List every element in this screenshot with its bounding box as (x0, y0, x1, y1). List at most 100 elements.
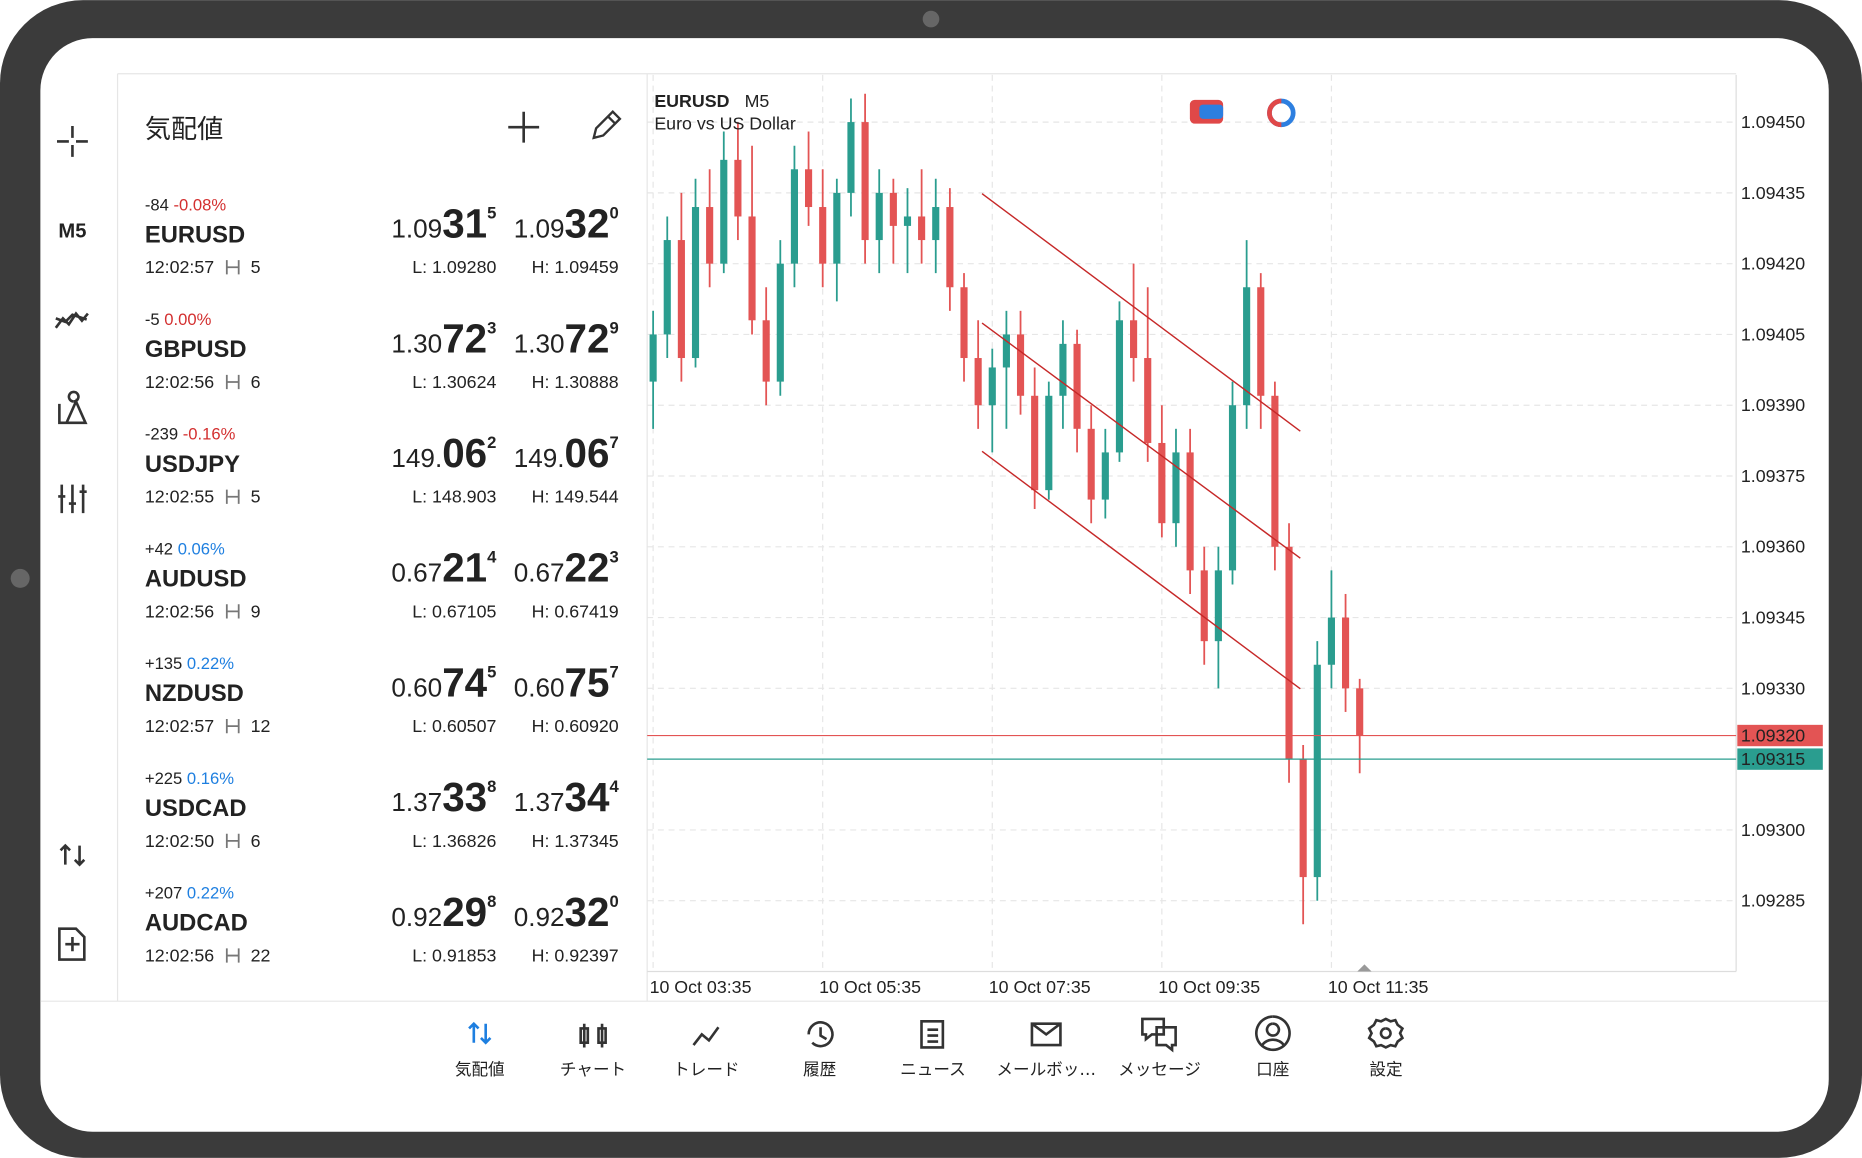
bid-point: 3 (487, 318, 496, 337)
candle-body (776, 263, 784, 382)
candle-body (1285, 546, 1293, 760)
indicator-icon[interactable] (54, 311, 89, 329)
candle-body (1228, 405, 1237, 571)
symbol: AUDUSD (145, 565, 247, 592)
objects-icon[interactable] (58, 390, 88, 425)
symbol: AUDCAD (145, 910, 248, 937)
one-click-icon[interactable] (1199, 104, 1224, 119)
new-order-icon[interactable] (58, 927, 86, 961)
ask-prefix: 0.60 (514, 672, 565, 702)
candle-body (1002, 334, 1010, 368)
sidebar (54, 125, 89, 961)
ask-point: 9 (609, 318, 618, 337)
nav-item[interactable]: トレード (673, 1026, 740, 1079)
nav-item[interactable]: チャート (560, 1023, 626, 1079)
percent: 0.00% (164, 310, 211, 329)
candle-body (1073, 343, 1081, 429)
add-button[interactable] (508, 111, 540, 143)
candle-body (734, 159, 742, 217)
nav-icon (920, 1020, 945, 1049)
bid-prefix: 1.09 (391, 214, 442, 244)
points: +135 (145, 654, 182, 673)
camera (922, 10, 940, 28)
edit-button[interactable] (592, 110, 622, 140)
price-tag (1737, 724, 1823, 747)
nav-item[interactable]: メールボッ… (996, 1022, 1096, 1079)
time: 12:02:56 (145, 945, 214, 965)
nav-icon (692, 1026, 720, 1046)
points: +225 (145, 769, 182, 788)
spread-icon (225, 489, 240, 504)
bid-pips: 29 (442, 889, 487, 935)
spread: 5 (251, 257, 261, 277)
ask-point: 0 (609, 204, 618, 223)
nav-item[interactable]: 設定 (1367, 1017, 1405, 1079)
high: H: 1.09459 (532, 257, 619, 277)
ask-prefix: 1.30 (514, 328, 565, 358)
ask-price: 149.067 (514, 430, 619, 476)
settings-icon[interactable] (58, 484, 87, 514)
bid-price: 0.60745 (391, 659, 496, 705)
time: 12:02:56 (145, 372, 214, 392)
spread-icon (225, 374, 240, 390)
chart-symbol[interactable]: EURUSD (654, 91, 729, 111)
nav-item[interactable]: 口座 (1255, 1015, 1291, 1079)
change: +42 0.06% (145, 539, 225, 558)
points: +42 (145, 539, 173, 558)
candle-body (1158, 442, 1166, 524)
candle-body (974, 358, 982, 406)
nav-label: トレード (673, 1060, 739, 1079)
nav-item[interactable]: ニュース (900, 1020, 966, 1079)
candle-body (1271, 395, 1279, 547)
high: H: 0.60920 (532, 716, 619, 736)
nav-label: ニュース (900, 1060, 966, 1079)
nav-icon (1030, 1022, 1062, 1047)
time: 12:02:57 (145, 716, 214, 736)
candle-body (875, 192, 883, 241)
candle-body (946, 207, 954, 288)
high: H: 1.30888 (532, 372, 619, 392)
points: -239 (145, 425, 178, 444)
nav-item[interactable]: 気配値 (455, 1021, 505, 1079)
bid-point: 5 (487, 204, 496, 223)
candle-body (1115, 320, 1124, 453)
candle-body (819, 207, 827, 264)
crosshair-icon[interactable] (57, 125, 88, 157)
nav-label: 気配値 (455, 1060, 505, 1079)
bid-point: 5 (487, 662, 496, 681)
high: H: 0.92397 (532, 945, 619, 965)
y-tick-label: 1.09360 (1741, 537, 1805, 557)
nav-label: メッセージ (1118, 1060, 1201, 1079)
change: -239 -0.16% (145, 425, 236, 444)
low: L: 1.36826 (412, 831, 496, 851)
high: H: 0.67419 (532, 601, 619, 621)
trade-icon[interactable] (59, 843, 86, 867)
spread-icon (225, 948, 240, 963)
nav-icon (1255, 1015, 1291, 1052)
candle-body (677, 240, 685, 359)
bid-point: 4 (487, 548, 497, 567)
time: 12:02:50 (145, 831, 214, 851)
spread: 5 (251, 487, 261, 507)
candle-body (691, 207, 700, 359)
ask-price: 1.09320 (514, 201, 619, 247)
symbol: USDJPY (145, 451, 240, 478)
candle-body (861, 122, 869, 241)
change: +225 0.16% (145, 769, 234, 788)
ask-point: 7 (609, 662, 618, 681)
ask-price: 0.92320 (514, 889, 619, 935)
candle-body (847, 122, 855, 193)
time: 12:02:57 (145, 257, 214, 277)
nav-item[interactable]: メッセージ (1118, 1017, 1201, 1079)
nav-item[interactable]: 履歴 (803, 1021, 836, 1079)
timeframe[interactable]: M5 (58, 221, 86, 243)
symbol: USDCAD (145, 795, 247, 822)
